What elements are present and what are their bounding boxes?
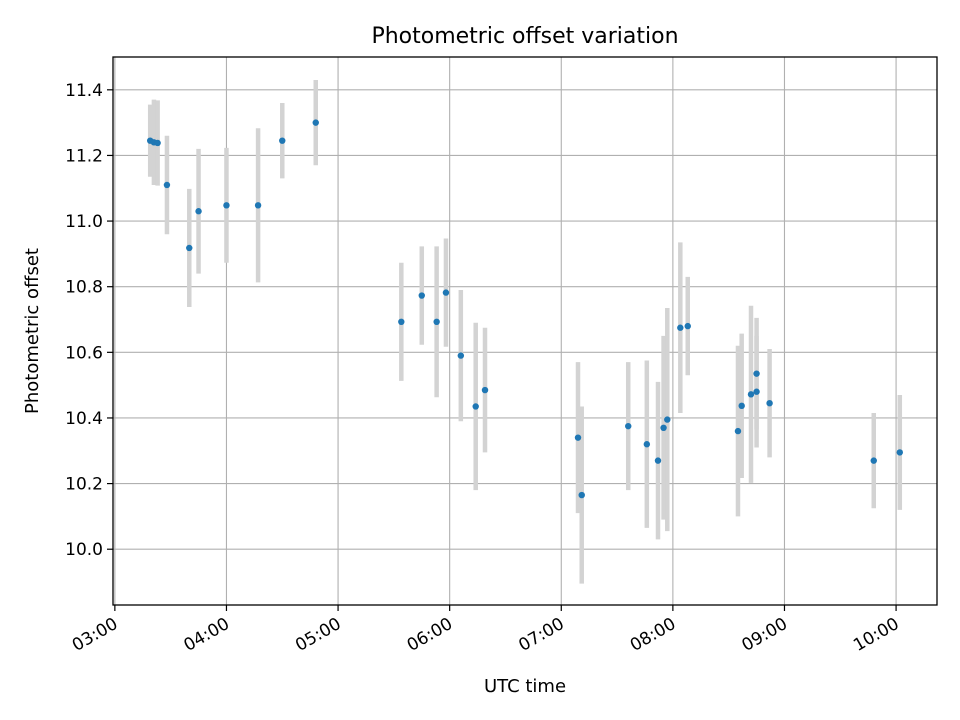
data-point	[457, 352, 465, 359]
plot-frame	[112, 56, 938, 606]
data-point	[664, 416, 671, 423]
data-point	[643, 441, 651, 448]
y-tick-label: 11.0	[65, 212, 103, 232]
data-point	[738, 402, 745, 410]
data-point	[753, 370, 760, 377]
data-point	[154, 139, 161, 147]
data-point	[684, 322, 691, 330]
chart-title: Photometric offset variation	[371, 24, 678, 49]
data-point	[896, 449, 903, 456]
data-point	[398, 318, 405, 326]
data-point	[654, 457, 662, 464]
data-points	[147, 119, 903, 499]
y-tick-label: 11.4	[65, 81, 103, 101]
data-point	[442, 289, 450, 296]
data-point	[472, 403, 479, 410]
y-tick-label: 10.0	[65, 540, 103, 560]
data-point	[747, 391, 755, 398]
data-point	[312, 119, 319, 126]
data-point	[766, 399, 773, 407]
x-axis-label: UTC time	[484, 676, 566, 697]
data-point	[677, 324, 684, 331]
data-point	[660, 424, 667, 432]
y-tick-label: 10.6	[65, 343, 103, 363]
data-point	[574, 434, 582, 441]
data-point	[279, 137, 286, 144]
y-tick-label: 10.8	[65, 278, 103, 298]
data-point	[753, 388, 760, 395]
y-tick-label: 11.2	[65, 146, 103, 166]
data-point	[223, 202, 230, 209]
data-point	[870, 457, 877, 464]
data-point	[254, 202, 262, 209]
data-point	[734, 427, 742, 435]
grid	[113, 57, 937, 605]
data-point	[195, 208, 202, 215]
data-point	[578, 491, 585, 499]
data-point	[163, 181, 171, 189]
y-axis-ticks: 10.0 10.2 10.4 10.6 10.8 11.0 11.2 11.4	[65, 81, 113, 560]
data-point	[433, 318, 440, 326]
y-tick-label: 10.2	[65, 475, 103, 495]
data-point	[418, 292, 425, 299]
y-axis-label: Photometric offset	[22, 248, 43, 414]
data-point	[625, 422, 632, 430]
data-point	[186, 244, 193, 252]
y-tick-label: 10.4	[65, 409, 103, 429]
data-point	[481, 386, 489, 394]
